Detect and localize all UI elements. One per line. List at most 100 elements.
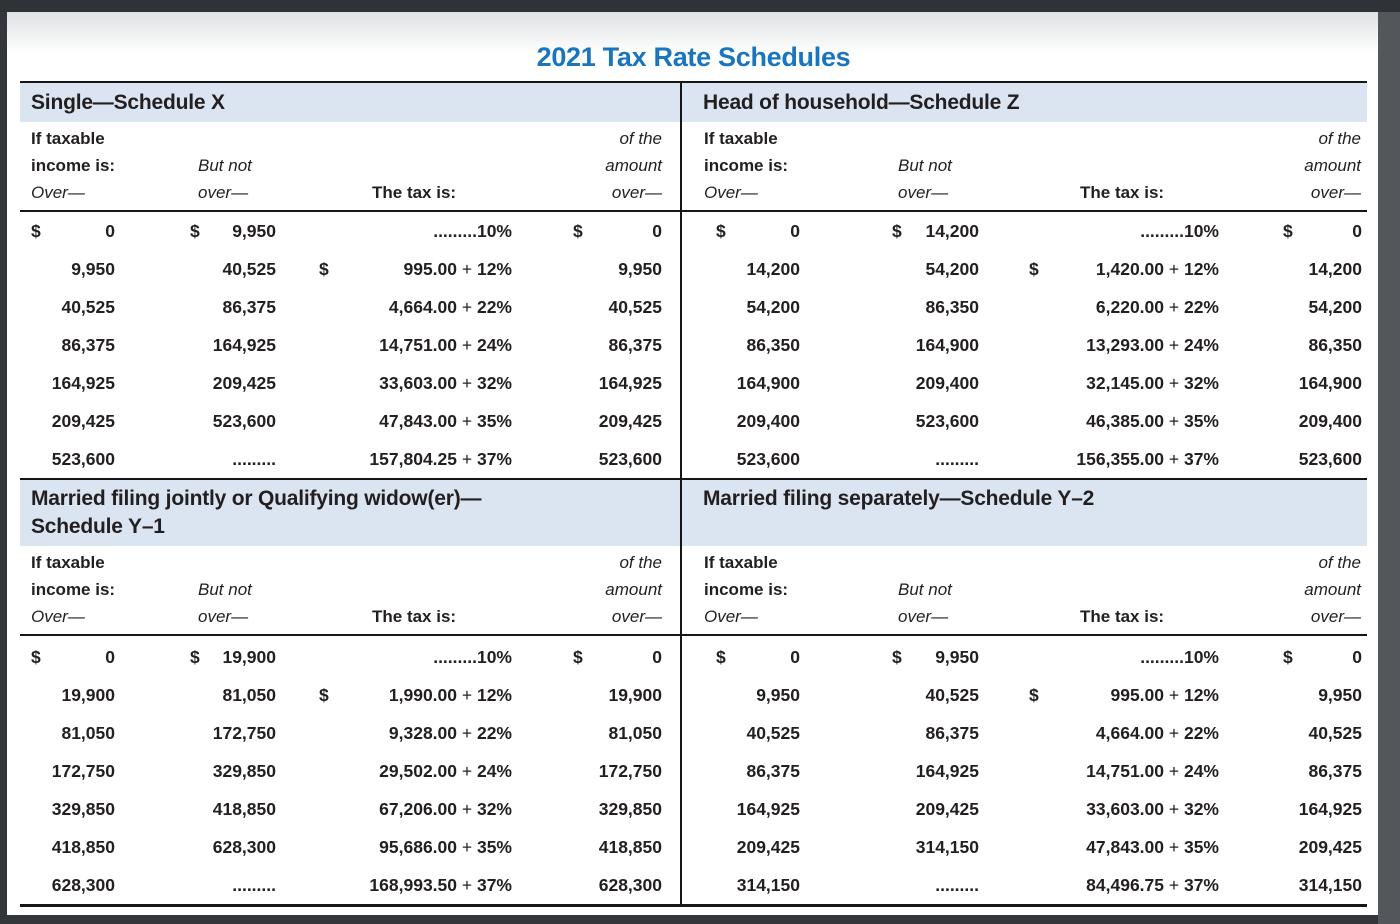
bracket-row: $0 $9,950 .........10% $0	[682, 638, 1367, 676]
over-value: 164,900	[736, 373, 800, 393]
bracket-row: 14,200 54,200 $1,420.00 + 12% 14,200	[682, 250, 1367, 288]
schedule-married-filing-jointly: Married filing jointly or Qualifying wid…	[20, 478, 680, 904]
amount-over-value: 164,900	[1298, 373, 1362, 393]
tax-rate: 22%	[476, 297, 512, 317]
bracket-row: 81,050 172,750 9,328.00 + 22% 81,050	[20, 714, 680, 752]
tax-formula: 84,496.75 + 37%	[682, 866, 1219, 904]
but-not-over-value: 172,750	[212, 723, 276, 743]
over-value: 54,200	[746, 297, 800, 317]
tax-formula: .........10%	[682, 638, 1219, 676]
tax-rate: 37%	[476, 875, 512, 895]
but-not-over-value: 9,950	[232, 221, 276, 241]
plus-sign: +	[457, 297, 477, 317]
tax-base: 995.00	[403, 259, 458, 279]
but-not-over-value: 14,200	[925, 221, 979, 241]
but-not-over-value: 81,050	[222, 685, 276, 705]
over-value: 172,750	[51, 761, 115, 781]
col-label-but-not: But not	[898, 580, 952, 599]
tax-rate: 22%	[476, 723, 512, 743]
amount-over-value: 0	[1352, 221, 1362, 241]
bracket-row: 209,400 523,600 46,385.00 + 35% 209,400	[682, 402, 1367, 440]
tax-formula: 1,990.00 + 12%	[20, 676, 512, 714]
dollar-sign: $	[892, 221, 902, 241]
col-label-amount-over: over—	[1310, 183, 1361, 202]
but-not-over-value: 86,350	[925, 297, 979, 317]
dollar-sign: $	[573, 647, 583, 667]
tax-rate: 12%	[1183, 685, 1219, 705]
tax-base: 156,355.00	[1076, 449, 1165, 469]
amount-over-value: 314,150	[1298, 875, 1362, 895]
but-not-over-value: 86,375	[925, 723, 979, 743]
over-value: 209,400	[736, 411, 800, 431]
tax-rate: 12%	[1183, 259, 1219, 279]
amount-over-value: 209,425	[598, 411, 662, 431]
amount-over-value: 628,300	[598, 875, 662, 895]
col-label-but-not-over: over—	[198, 183, 249, 202]
but-not-over-value: 86,375	[222, 297, 276, 317]
dollar-sign: $	[573, 221, 583, 241]
page-title: 2021 Tax Rate Schedules	[536, 42, 851, 72]
tax-rate: 10%	[476, 221, 512, 241]
schedule-married-filing-separately: Married filing separately—Schedule Y–2 I…	[682, 478, 1367, 904]
tax-base: 47,843.00	[379, 411, 458, 431]
over-value: 9,950	[756, 685, 800, 705]
plus-sign: +	[457, 837, 477, 857]
plus-sign: +	[457, 259, 477, 279]
over-value: 86,375	[746, 761, 800, 781]
bracket-row: $0 $9,950 .........10% $0	[20, 212, 680, 250]
tax-rate: 35%	[1183, 411, 1219, 431]
col-label-over: Over—	[31, 183, 85, 202]
tax-formula: 995.00 + 12%	[20, 250, 512, 288]
bracket-rows: $0 $19,900 .........10% $0 19,900 81,050 $1,99…	[20, 636, 680, 904]
but-not-over-value: 209,400	[915, 373, 979, 393]
amount-over-value: 19,900	[608, 685, 662, 705]
tax-rate: 32%	[1183, 373, 1219, 393]
bracket-row: 40,525 86,375 4,664.00 + 22% 40,525	[20, 288, 680, 326]
plus-sign: +	[1164, 373, 1184, 393]
tax-rate: 37%	[1183, 875, 1219, 895]
bracket-row: 209,425 523,600 47,843.00 + 35% 209,425	[20, 402, 680, 440]
tax-base: 168,993.50	[369, 875, 458, 895]
tax-base: 4,664.00	[388, 297, 458, 317]
tax-base: 6,220.00	[1095, 297, 1165, 317]
over-value: 9,950	[71, 259, 115, 279]
tax-formula: .........10%	[20, 638, 512, 676]
col-label-over: Over—	[704, 607, 758, 626]
tax-rate: 12%	[476, 685, 512, 705]
col-label-but-not: But not	[898, 156, 952, 175]
tax-formula: 14,751.00 + 24%	[20, 326, 512, 364]
tax-base: .........	[433, 647, 477, 667]
bracket-row: 209,425 314,150 47,843.00 + 35% 209,425	[682, 828, 1367, 866]
plus-sign: +	[1164, 449, 1184, 469]
tax-base: 95,686.00	[379, 837, 458, 857]
tax-rate: 35%	[1183, 837, 1219, 857]
over-value: 40,525	[746, 723, 800, 743]
over-value: 0	[790, 221, 800, 241]
over-value: 0	[105, 647, 115, 667]
col-label-but-not-over: over—	[898, 607, 949, 626]
tax-base: 29,502.00	[379, 761, 458, 781]
col-label-amount: amount	[605, 156, 662, 175]
bracket-row: 86,350 164,900 13,293.00 + 24% 86,350	[682, 326, 1367, 364]
tax-rate: 37%	[1183, 449, 1219, 469]
but-not-over-value: 54,200	[925, 259, 979, 279]
bracket-row: 628,300......... 168,993.50 + 37% 628,300	[20, 866, 680, 904]
tax-rate: 22%	[1183, 297, 1219, 317]
table-vertical-divider	[680, 83, 682, 904]
tax-base: 1,420.00	[1095, 259, 1165, 279]
plus-sign: +	[457, 875, 477, 895]
but-not-over-value: 40,525	[925, 685, 979, 705]
tax-base: .........	[1140, 647, 1184, 667]
over-value: 523,600	[736, 449, 800, 469]
dollar-sign: $	[1029, 259, 1039, 279]
tax-formula: 995.00 + 12%	[682, 676, 1219, 714]
tax-formula: 13,293.00 + 24%	[682, 326, 1219, 364]
tax-rate: 10%	[1183, 221, 1219, 241]
plus-sign: +	[457, 685, 477, 705]
amount-over-value: 40,525	[1308, 723, 1362, 743]
amount-over-value: 523,600	[1298, 449, 1362, 469]
tax-formula: 4,664.00 + 22%	[20, 288, 512, 326]
tax-formula: 33,603.00 + 32%	[20, 364, 512, 402]
tax-formula: 46,385.00 + 35%	[682, 402, 1219, 440]
amount-over-value: 9,950	[618, 259, 662, 279]
